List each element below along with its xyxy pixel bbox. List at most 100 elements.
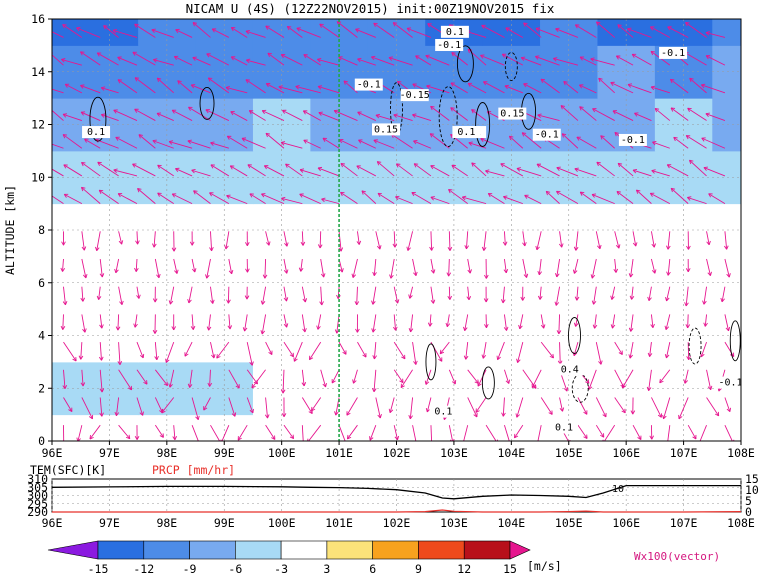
wind-vector-head — [397, 435, 400, 440]
wind-vector — [154, 342, 158, 360]
y-tick-label: 6 — [38, 276, 45, 290]
contour-label: 0.1 — [87, 127, 105, 138]
wind-vector — [287, 26, 303, 38]
wind-vector — [157, 192, 174, 205]
wind-vector — [521, 57, 542, 66]
wind-vector-head — [523, 22, 528, 25]
wind-vector-head — [524, 195, 528, 199]
wind-vector — [175, 168, 193, 177]
wind-vector — [523, 83, 542, 94]
wind-vector-head — [211, 28, 215, 33]
wind-vector-head — [346, 412, 351, 416]
wind-vector-head — [425, 407, 428, 413]
wind-vector — [84, 138, 101, 149]
wind-vector — [265, 397, 268, 419]
wind-vector-head — [212, 299, 215, 304]
wind-vector-head — [393, 113, 398, 116]
wind-vector-head — [372, 355, 375, 360]
wind-vector — [448, 369, 456, 385]
wind-vector-head — [572, 351, 575, 356]
wind-vector-head — [430, 133, 435, 135]
wind-vector-head — [705, 32, 710, 36]
wind-vector — [448, 425, 454, 441]
wind-vector — [293, 341, 303, 362]
wind-vector — [724, 258, 730, 278]
wind-vector-head — [590, 274, 593, 279]
contour-label-bg — [555, 363, 584, 376]
wind-vector — [430, 286, 434, 304]
wind-vector-head — [173, 56, 177, 61]
wind-vector — [706, 369, 712, 390]
wind-vector — [406, 27, 432, 38]
wind-vector-head — [655, 107, 660, 110]
wind-vector — [663, 397, 671, 419]
wind-vector-head — [465, 355, 469, 360]
wind-vector — [704, 314, 707, 327]
wind-vector-head — [80, 297, 84, 302]
wind-vector-head — [485, 298, 489, 303]
wind-vector — [651, 170, 670, 177]
wind-vector — [576, 286, 579, 301]
wind-vector — [372, 286, 377, 305]
colorbar-swatch — [418, 540, 465, 560]
wind-vector-head — [678, 416, 683, 420]
wind-vector-head — [296, 27, 301, 29]
wind-vector — [464, 314, 469, 331]
wind-vector-head — [556, 273, 560, 278]
surface-x-tick-label: 106E — [612, 516, 640, 530]
wind-vector-head — [114, 268, 117, 273]
precip-line — [52, 509, 742, 513]
wind-vector-head — [501, 54, 505, 58]
wind-vector-head — [323, 273, 326, 278]
wind-vector-head — [116, 412, 120, 417]
wind-vector — [154, 397, 164, 414]
colorbar-label: -12 — [133, 562, 154, 575]
wind-vector-head — [627, 27, 632, 30]
wind-vector-head — [157, 192, 160, 197]
wind-vector-head — [704, 322, 708, 327]
contour-label-bg — [400, 89, 429, 102]
wind-vector-head — [667, 245, 671, 250]
wind-vector — [632, 169, 652, 177]
wind-vector-head — [686, 356, 690, 361]
colorbar-label: -15 — [88, 562, 109, 575]
wind-vector-head — [684, 302, 687, 307]
wind-vector — [203, 397, 211, 411]
wind-vector-head — [651, 435, 655, 440]
wind-vector — [531, 369, 542, 388]
heatmap-cell — [712, 19, 741, 46]
wind-vector-head — [663, 415, 667, 420]
wind-vector-head — [317, 58, 321, 63]
wind-vector-head — [484, 324, 487, 328]
wind-vector — [99, 369, 103, 393]
wind-vector-head — [520, 57, 525, 61]
wind-vector — [187, 140, 211, 149]
wind-vector — [357, 111, 377, 121]
wind-vector — [393, 231, 396, 248]
wind-vector-head — [447, 247, 451, 251]
wind-vector — [400, 369, 413, 388]
heatmap-cell — [712, 98, 741, 152]
surface-x-tick-label: 102E — [383, 516, 411, 530]
wind-vector-head — [299, 193, 303, 198]
wind-vector-head — [197, 415, 200, 420]
wind-vector-head — [505, 268, 509, 274]
wind-vector-head — [628, 327, 632, 332]
wind-vector-head — [610, 82, 614, 86]
wind-vector — [136, 286, 140, 299]
wind-vector-head — [317, 244, 321, 249]
wind-vector — [595, 424, 605, 438]
x-tick-label: 102E — [383, 446, 411, 460]
wind-vector-head — [616, 191, 620, 196]
wind-vector-head — [475, 410, 480, 413]
wind-vector — [393, 341, 406, 360]
wind-vector — [63, 286, 66, 305]
wind-vector-head — [600, 135, 605, 138]
contour-line — [438, 86, 458, 148]
wind-vector — [648, 369, 652, 391]
wind-vector-head — [649, 353, 653, 357]
wind-vector-head — [612, 110, 616, 115]
colorbar-swatch — [326, 540, 373, 560]
wind-vector-head — [590, 57, 595, 60]
